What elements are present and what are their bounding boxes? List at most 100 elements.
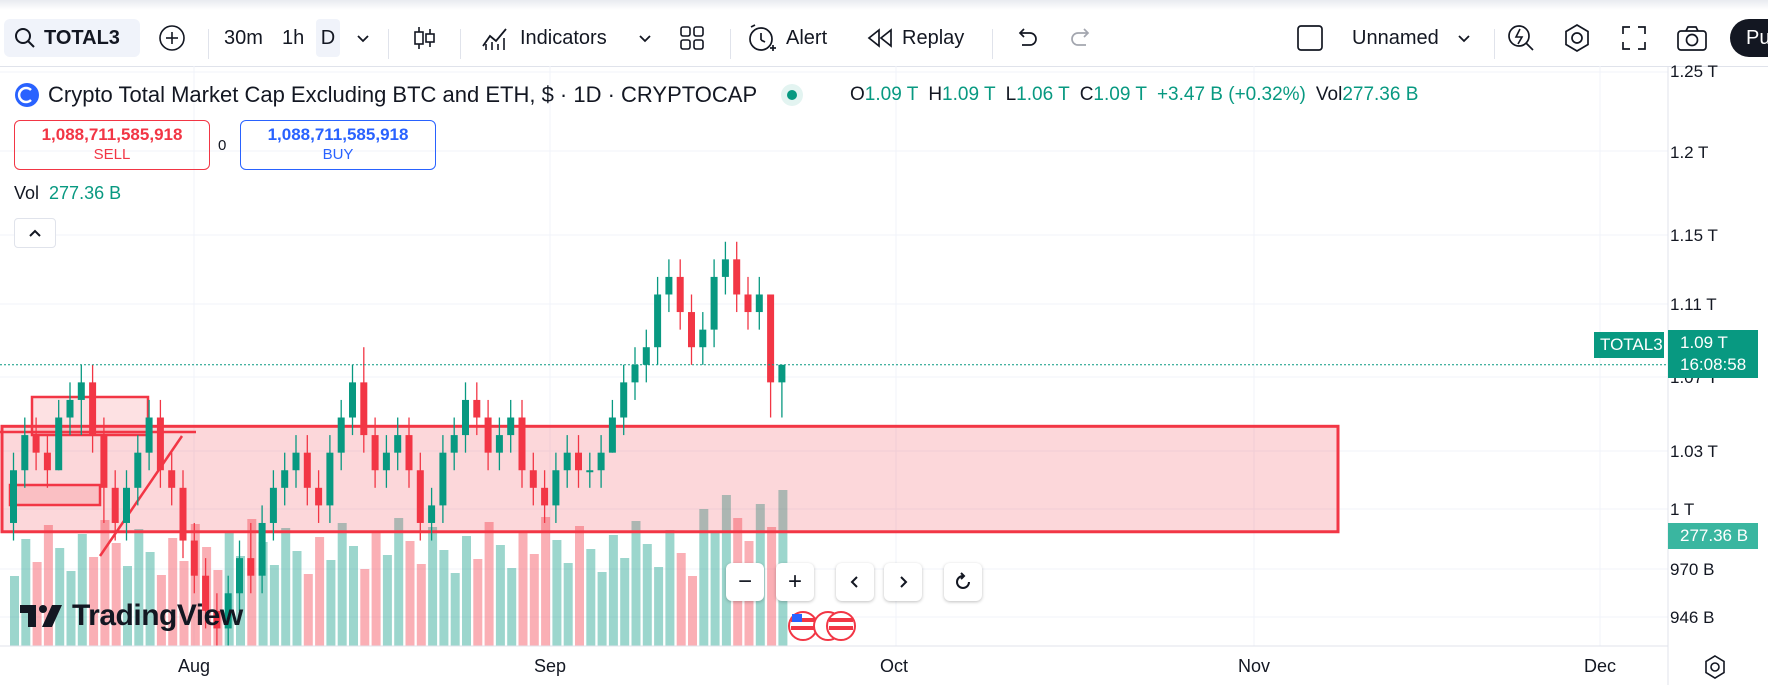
volume-bar — [100, 520, 110, 646]
reset-chart-button[interactable] — [944, 563, 982, 601]
candle-body — [66, 399, 74, 418]
candle-body — [450, 435, 458, 453]
support-zone-rectangle — [0, 424, 1340, 534]
publish-button[interactable]: Pu — [1730, 19, 1768, 57]
zoom-out-button[interactable]: − — [726, 563, 764, 601]
candle-body — [563, 452, 571, 471]
volume-bar — [55, 548, 65, 646]
alert-button[interactable]: Alert — [746, 19, 827, 57]
gear-icon — [1705, 655, 1725, 679]
symbol-search-button[interactable]: TOTAL3 — [4, 19, 140, 57]
volume-bar — [495, 545, 505, 646]
buy-button[interactable]: 1,088,711,585,918 BUY — [240, 120, 436, 170]
interval-30m[interactable]: 30m — [224, 26, 263, 49]
flag-stripe — [829, 618, 853, 622]
volume-bar — [360, 569, 370, 646]
price-axis-label: 1.11 T — [1670, 295, 1717, 314]
toolbar-divider — [208, 29, 209, 59]
chevron-down-icon — [357, 35, 369, 43]
candle-body — [484, 417, 492, 453]
indicators-button[interactable]: Indicators — [480, 19, 607, 57]
chart-type-button[interactable] — [410, 19, 438, 57]
price-axis-label: 1 T — [1670, 500, 1695, 519]
indicators-dropdown-button[interactable] — [636, 19, 654, 57]
candle-body — [281, 470, 289, 488]
alert-label: Alert — [786, 26, 828, 49]
candle-body — [179, 487, 187, 541]
candle-body — [89, 382, 97, 436]
settings-button[interactable] — [1562, 19, 1592, 57]
market-status-indicator[interactable] — [781, 84, 804, 106]
candle-body — [416, 470, 424, 523]
time-axis-label: Dec — [1584, 656, 1617, 676]
price-axis-label: 946 B — [1670, 608, 1715, 627]
candle-body — [337, 417, 345, 453]
volume-legend-label: Vol — [14, 183, 40, 203]
buy-price: 1,088,711,585,918 — [267, 125, 409, 144]
candle-body — [631, 364, 639, 383]
candle-body — [326, 452, 334, 506]
redo-button[interactable] — [1068, 19, 1096, 57]
replay-button[interactable]: Replay — [866, 19, 964, 57]
compare-symbol-button[interactable] — [158, 19, 186, 57]
last-price-symbol-tag: TOTAL3 — [1594, 332, 1664, 358]
candle-body — [371, 435, 379, 471]
sell-button[interactable]: 1,088,711,585,918 SELL — [14, 120, 210, 170]
collapse-legend-button[interactable] — [14, 218, 56, 248]
plus-icon: + — [787, 568, 802, 595]
snapshot-button[interactable] — [1676, 19, 1708, 57]
fullscreen-button[interactable] — [1620, 19, 1648, 57]
camera-icon — [1677, 26, 1707, 51]
candle-body — [744, 294, 752, 313]
interval-1h[interactable]: 1h — [282, 26, 305, 49]
chart-title[interactable]: Crypto Total Market Cap Excluding BTC an… — [48, 82, 758, 107]
volume-bar — [552, 540, 562, 646]
layout-button[interactable]: Unnamed — [1296, 19, 1473, 57]
time-axis-label: Oct — [880, 656, 909, 676]
toolbar-divider — [460, 29, 461, 59]
scroll-right-button[interactable] — [884, 563, 922, 601]
quick-search-button[interactable] — [1506, 19, 1536, 57]
scroll-left-button[interactable] — [836, 563, 874, 601]
undo-button[interactable] — [1012, 19, 1040, 57]
volume-bar — [428, 527, 438, 646]
volume-bar — [541, 517, 551, 646]
candle-body — [43, 452, 51, 471]
axis-settings-button[interactable] — [1702, 654, 1728, 685]
last-price-value: 1.09 T — [1680, 333, 1728, 352]
drawn-rectangle-lower — [8, 483, 102, 507]
candle-body — [156, 417, 164, 471]
tradingview-logo[interactable]: TradingView — [18, 598, 243, 634]
candle-body — [269, 487, 277, 523]
candle-body — [134, 452, 142, 488]
interval-d[interactable]: D — [316, 19, 340, 57]
layout-square-icon — [1297, 25, 1323, 51]
interval-dropdown-button[interactable] — [354, 19, 372, 57]
open-label: O — [850, 84, 865, 105]
candle-series — [10, 241, 786, 646]
toolbar-divider — [992, 29, 993, 59]
volume-bar — [405, 541, 415, 646]
buy-label: BUY — [322, 146, 354, 163]
candle-body — [213, 610, 221, 629]
volume-bar — [608, 535, 618, 646]
candle-body — [778, 364, 786, 383]
cryptocap-logo-icon — [15, 83, 39, 107]
candle-body — [439, 452, 447, 506]
volume-bar — [89, 557, 99, 646]
candle-body — [32, 435, 40, 453]
low-label: L — [1005, 84, 1017, 105]
volume-bar — [213, 570, 223, 646]
volume-bar — [394, 518, 404, 646]
volume-legend-value: 277.36 B — [49, 183, 122, 203]
volume-bar — [281, 528, 291, 646]
templates-button[interactable] — [678, 19, 706, 57]
volume-bar — [156, 575, 166, 646]
chart-grid — [0, 66, 1668, 646]
volume-legend: Vol 277.36 B — [14, 183, 121, 204]
volume-bar — [303, 574, 313, 646]
indicators-label: Indicators — [520, 26, 607, 49]
zoom-in-button[interactable]: + — [776, 563, 814, 601]
search-icon — [15, 28, 35, 48]
